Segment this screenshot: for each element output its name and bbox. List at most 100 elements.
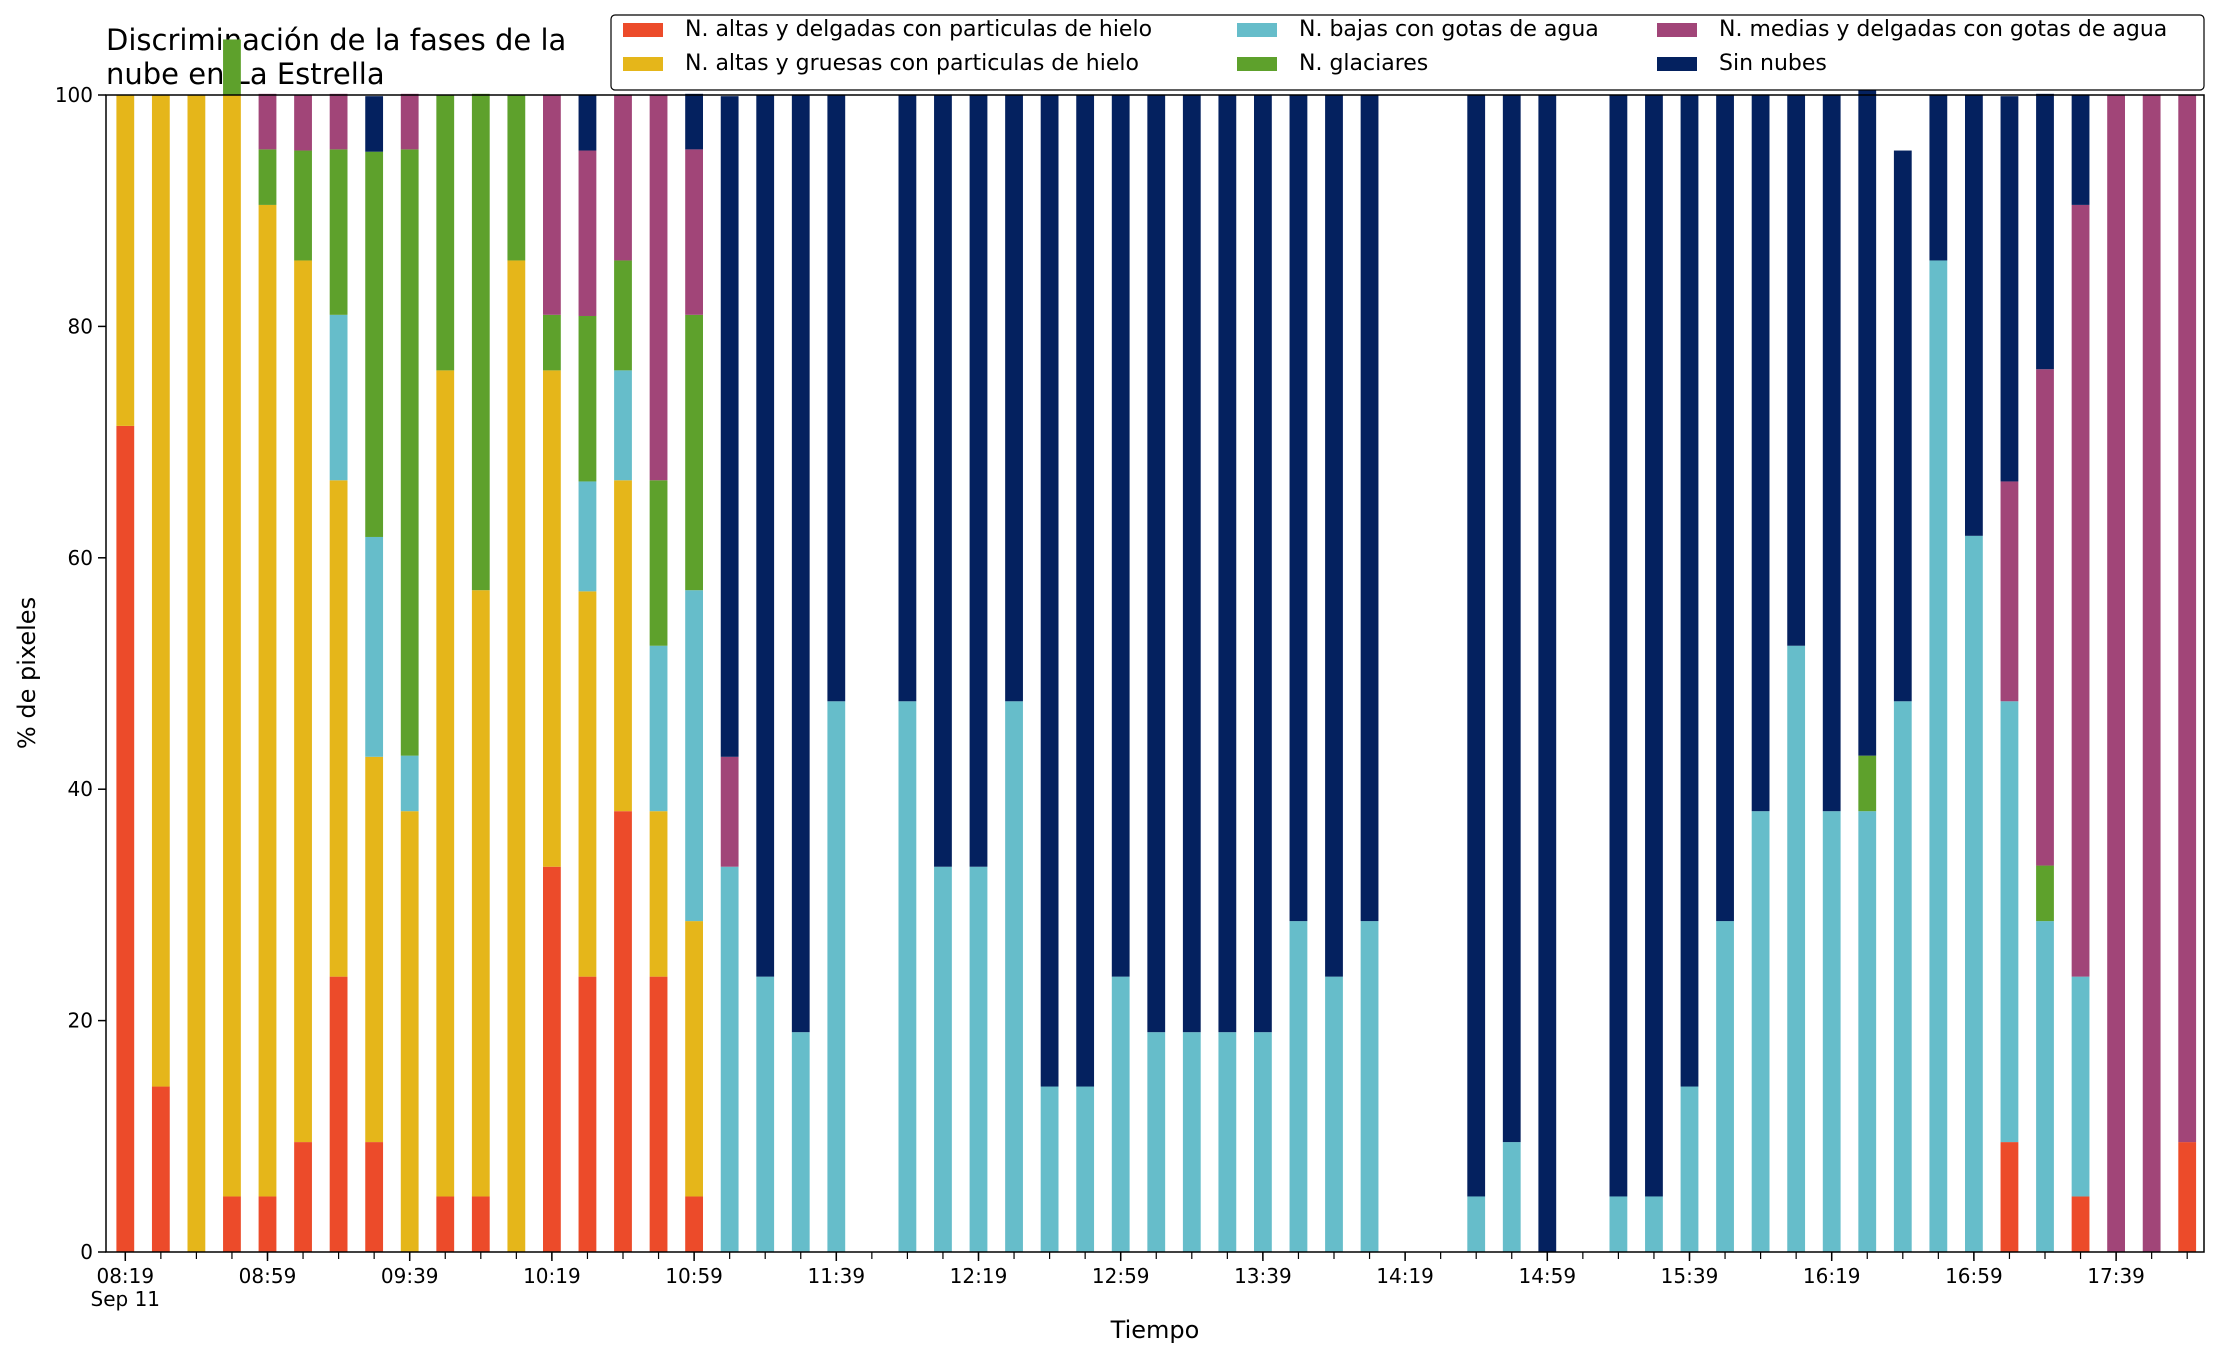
bar-segment (1289, 95, 1308, 922)
bar-segment (116, 425, 135, 1252)
x-tick-label: 14:59 (1518, 1264, 1576, 1288)
chart-title: Discriminación de la fases de la nube en… (106, 23, 576, 91)
bar-segment (223, 39, 241, 95)
x-tick-label: 08:19 (96, 1264, 154, 1288)
bar-segment (507, 260, 526, 1252)
bar-segment (756, 976, 775, 1252)
bar-segment (2071, 1196, 2090, 1252)
bar-segment (578, 315, 597, 482)
bar-segment (507, 95, 526, 261)
bar-segment (720, 96, 739, 757)
legend-swatch (1657, 57, 1697, 71)
bar-segment (578, 481, 597, 592)
bar-segment (365, 96, 384, 152)
bar-segment (471, 590, 490, 1197)
bar-segment (685, 921, 703, 1197)
bar-segment (400, 93, 419, 150)
bar-segment (1289, 921, 1308, 1252)
bar-segment (898, 701, 917, 1252)
bar-segment (258, 93, 277, 150)
bar-segment (2036, 369, 2054, 866)
bar-segment (1822, 811, 1841, 1252)
bar-segment (578, 976, 597, 1252)
legend-item: N. altas y delgadas con particulas de hi… (623, 17, 1152, 42)
bar-segment (294, 95, 312, 151)
legend-item: N. bajas con gotas de agua (1237, 17, 1599, 42)
bar-segment (187, 95, 206, 1252)
bar-segment (151, 95, 170, 1087)
x-tick-label: 13:39 (1234, 1264, 1292, 1288)
bar-segment (578, 591, 597, 977)
bar-segment (934, 95, 952, 867)
bar-segment (1502, 95, 1521, 1143)
y-axis-label: % de pixeles (13, 597, 41, 749)
y-tick-label: 100 (55, 83, 93, 107)
bar-segment (649, 976, 668, 1252)
bar-segment (2000, 701, 2019, 1143)
x-tick-date-label: Sep 11 (91, 1287, 161, 1311)
chart-title-line-2: nube en La Estrella (106, 57, 385, 91)
x-axis: 08:19 08:59 09:39 10:19 10:59 11:39 12:19 12:59… (91, 1252, 2188, 1311)
bar-segment (329, 480, 348, 977)
bar-segment (969, 95, 988, 867)
bar-segment (649, 480, 668, 646)
bar-segment (1965, 95, 1983, 536)
bar-segment (2036, 865, 2054, 922)
y-tick-label: 20 (68, 1009, 93, 1033)
bar-segment (543, 314, 561, 371)
x-tick-label: 09:39 (381, 1264, 439, 1288)
bar-segment (685, 93, 703, 150)
bar-segment (1680, 95, 1699, 1087)
legend-item: N. altas y gruesas con particulas de hie… (623, 51, 1139, 76)
bar-segment (720, 756, 739, 867)
bar-segment (1360, 921, 1379, 1252)
bar-segment (2178, 1142, 2197, 1252)
bar-segment (934, 866, 952, 1252)
bar-segment (543, 370, 561, 867)
bar-segment (258, 149, 277, 205)
bar-segment (649, 95, 668, 481)
bar-segment (1254, 1032, 1272, 1252)
bar-segment (1182, 1032, 1201, 1252)
bar-segment (365, 1142, 384, 1252)
bar-segment (2000, 1142, 2019, 1252)
x-tick-label: 08:59 (239, 1264, 297, 1288)
bar-segment (649, 811, 668, 977)
bar-segment (827, 701, 846, 1252)
bar-segment (791, 95, 810, 1033)
bar-segment (1147, 1032, 1166, 1252)
bar-segment (756, 95, 775, 977)
legend-label: N. altas y gruesas con particulas de hie… (685, 51, 1139, 76)
legend-swatch (623, 57, 663, 71)
bar-segment (2071, 204, 2090, 977)
legend-label: Sin nubes (1719, 51, 1827, 76)
legend-label: N. bajas con gotas de agua (1299, 17, 1599, 42)
bar-segment (1040, 95, 1059, 1087)
legend-label: N. glaciares (1299, 51, 1428, 76)
bar-segment (258, 1196, 277, 1252)
bar-segment (1751, 95, 1770, 812)
bar-segment (1858, 755, 1877, 812)
bar-segment (685, 1196, 703, 1252)
bar-segment (1254, 95, 1272, 1033)
bar-segment (1076, 95, 1095, 1087)
bar-segment (578, 95, 597, 151)
bar-segment (1502, 1142, 1521, 1252)
bar-segment (116, 95, 135, 426)
x-tick-label: 10:59 (665, 1264, 723, 1288)
x-axis-label: Tiempo (1110, 1316, 1200, 1344)
bar-segment (1538, 95, 1557, 1252)
bar-segment (1716, 95, 1734, 922)
bar-segment (791, 1032, 810, 1252)
bar-segment (1111, 95, 1130, 977)
bar-segment (720, 866, 739, 1252)
bar-segment (685, 590, 703, 922)
bar-segment (223, 1196, 241, 1252)
bar-segment (2036, 921, 2054, 1252)
x-tick-label: 16:59 (1945, 1264, 2003, 1288)
bar-segment (294, 260, 312, 1143)
bar-segment (578, 150, 597, 316)
bar-segment (614, 370, 632, 481)
bar-segment (1716, 921, 1734, 1252)
bar-segment (1680, 1086, 1699, 1252)
